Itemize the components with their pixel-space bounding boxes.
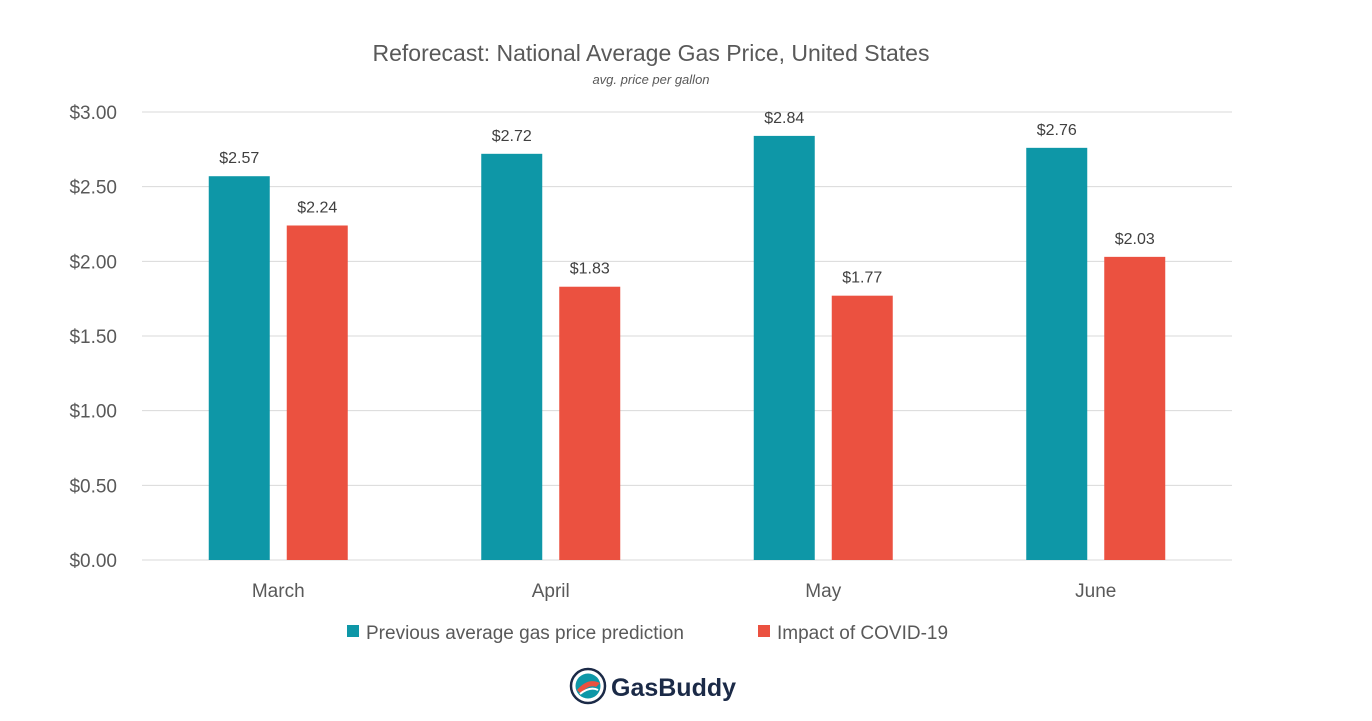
x-tick-label: May <box>805 581 841 602</box>
bar-covid-march <box>286 225 348 560</box>
legend-label-covid: Impact of COVID-19 <box>777 623 948 644</box>
chart-title: Reforecast: National Average Gas Price, … <box>373 40 930 66</box>
y-tick-label: $2.50 <box>69 178 117 199</box>
legend-label-previous: Previous average gas price prediction <box>366 623 684 644</box>
y-tick-label: $2.00 <box>69 252 117 273</box>
bar-covid-april <box>559 286 621 560</box>
gasbuddy-logo: GasBuddy <box>569 667 736 705</box>
chart-subtitle: avg. price per gallon <box>592 72 709 87</box>
bar-previous-march <box>208 176 270 561</box>
gasbuddy-logo-icon <box>569 667 607 705</box>
y-tick-label: $0.00 <box>69 551 117 572</box>
data-label: $2.76 <box>1037 122 1077 139</box>
y-tick-label: $3.00 <box>69 103 117 124</box>
legend: Previous average gas price prediction Im… <box>347 623 948 644</box>
bar-previous-may <box>753 135 815 561</box>
y-axis-ticks: $0.00 $0.50 $1.00 $1.50 $2.00 $2.50 $3.00 <box>69 103 117 572</box>
y-tick-label: $1.50 <box>69 327 117 348</box>
bar-previous-june <box>1026 147 1088 560</box>
data-label: $2.72 <box>492 128 532 145</box>
data-label: $2.84 <box>764 110 804 127</box>
bar-covid-june <box>1104 256 1166 560</box>
legend-swatch-covid <box>758 625 770 637</box>
data-label: $1.77 <box>842 270 882 287</box>
legend-swatch-previous <box>347 625 359 637</box>
x-tick-label: March <box>252 581 305 602</box>
bars <box>208 135 1166 561</box>
data-labels: $2.57 $2.24 $2.72 $1.83 $2.84 $1.77 $2.76 $2.03 <box>219 110 1155 287</box>
x-axis-ticks: March April May June <box>252 581 1117 602</box>
x-tick-label: June <box>1075 581 1116 602</box>
y-tick-label: $1.00 <box>69 402 117 423</box>
bar-covid-may <box>831 295 893 560</box>
data-label: $2.57 <box>219 150 259 167</box>
bar-previous-april <box>481 153 543 560</box>
y-tick-label: $0.50 <box>69 476 117 497</box>
data-label: $2.03 <box>1115 231 1155 248</box>
data-label: $2.24 <box>297 199 337 216</box>
data-label: $1.83 <box>570 261 610 278</box>
x-tick-label: April <box>532 581 570 602</box>
brand-name: GasBuddy <box>611 674 736 702</box>
